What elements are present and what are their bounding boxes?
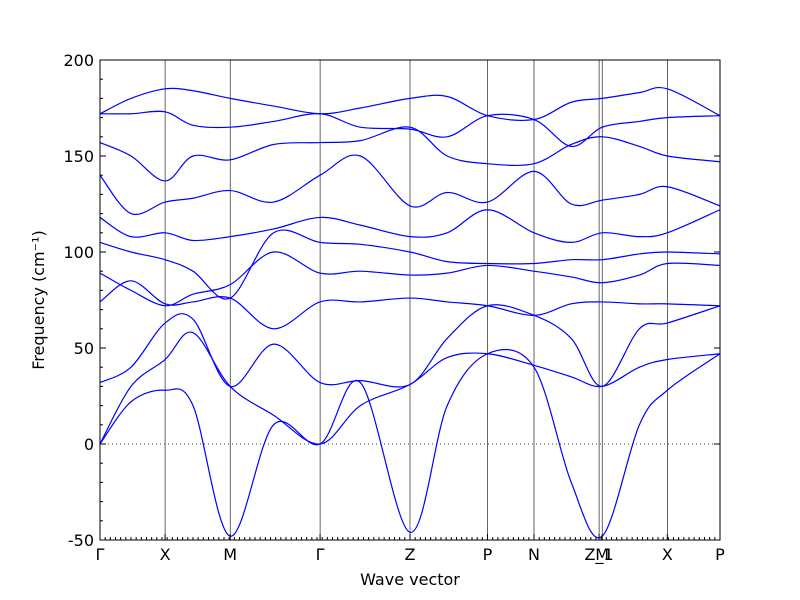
x-tick-label: Γ (96, 545, 105, 564)
bands-group (99, 86, 721, 539)
x-tick-label: P (483, 545, 493, 564)
x-tick-label: Z_1 (585, 545, 614, 565)
band-line-6 (99, 229, 721, 300)
x-tick-label: X (662, 545, 673, 564)
y-tick-label: 150 (63, 147, 94, 166)
band-line-5 (99, 251, 721, 307)
x-tick-label: M (223, 545, 237, 564)
x-tick-label: N (528, 545, 540, 564)
y-tick-label: -50 (68, 531, 94, 550)
y-tick-label: 50 (74, 339, 94, 358)
band-line-3 (99, 304, 721, 388)
band-line-10 (99, 110, 721, 148)
x-axis-label: Wave vector (360, 570, 460, 589)
x-tick-label: Z (405, 545, 416, 564)
y-tick-label: 0 (84, 435, 94, 454)
plot-area (99, 60, 721, 540)
band-line-8 (99, 154, 721, 216)
x-tick-label: P (715, 545, 725, 564)
band-line-1 (99, 348, 721, 539)
x-tick-label: Γ (316, 545, 325, 564)
x-tick-label: M (595, 545, 609, 564)
x-tick-label: X (160, 545, 171, 564)
band-line-7 (99, 209, 721, 244)
band-line-11 (99, 86, 721, 122)
y-tick-label: 200 (63, 51, 94, 70)
y-tick-label: 100 (63, 243, 94, 262)
band-line-9 (99, 126, 721, 182)
y-axis-label: Frequency (cm⁻¹) (29, 230, 48, 369)
band-line-4 (99, 280, 721, 330)
